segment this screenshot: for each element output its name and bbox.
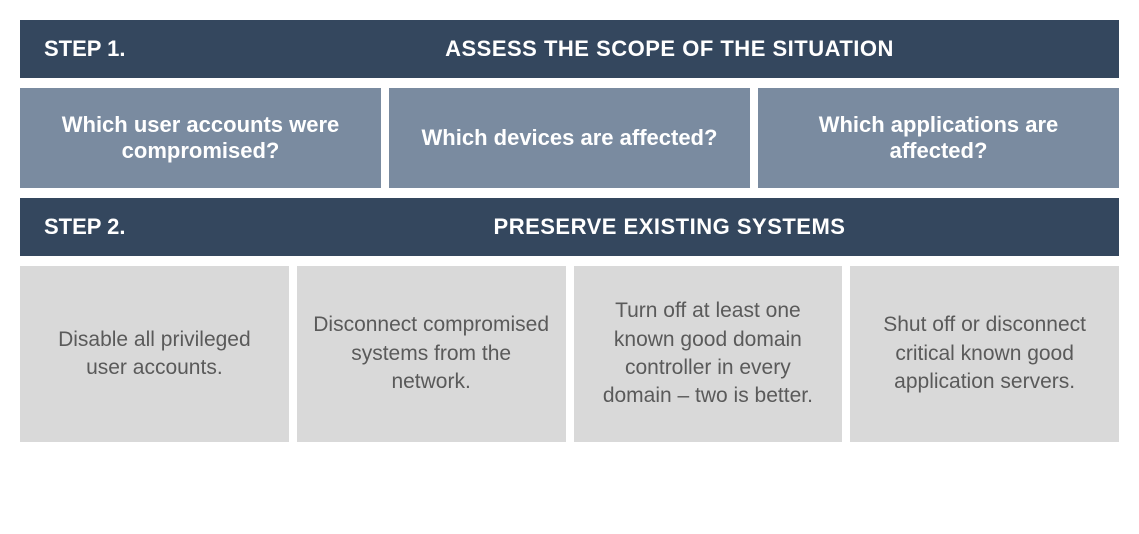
question-box: Which applications are affected? xyxy=(758,88,1119,188)
action-box: Disconnect compromised systems from the … xyxy=(297,266,566,442)
infographic-container: STEP 1. ASSESS THE SCOPE OF THE SITUATIO… xyxy=(20,20,1119,442)
action-box: Shut off or disconnect critical known go… xyxy=(850,266,1119,442)
action-text: Shut off or disconnect critical known go… xyxy=(866,311,1103,396)
action-box: Turn off at least one known good domain … xyxy=(574,266,843,442)
step2-label: STEP 2. xyxy=(44,214,244,240)
action-box: Disable all privileged user accounts. xyxy=(20,266,289,442)
question-text: Which devices are affected? xyxy=(422,125,718,151)
step1-title: ASSESS THE SCOPE OF THE SITUATION xyxy=(244,36,1095,62)
step1-questions-row: Which user accounts were compromised? Wh… xyxy=(20,88,1119,188)
step2-title: PRESERVE EXISTING SYSTEMS xyxy=(244,214,1095,240)
action-text: Disconnect compromised systems from the … xyxy=(313,311,550,396)
step2-actions-row: Disable all privileged user accounts. Di… xyxy=(20,266,1119,442)
step1-label: STEP 1. xyxy=(44,36,244,62)
step1-header: STEP 1. ASSESS THE SCOPE OF THE SITUATIO… xyxy=(20,20,1119,78)
question-box: Which devices are affected? xyxy=(389,88,750,188)
question-text: Which applications are affected? xyxy=(778,112,1099,164)
action-text: Turn off at least one known good domain … xyxy=(590,297,827,410)
question-box: Which user accounts were compromised? xyxy=(20,88,381,188)
question-text: Which user accounts were compromised? xyxy=(40,112,361,164)
step2-header: STEP 2. PRESERVE EXISTING SYSTEMS xyxy=(20,198,1119,256)
action-text: Disable all privileged user accounts. xyxy=(36,326,273,383)
